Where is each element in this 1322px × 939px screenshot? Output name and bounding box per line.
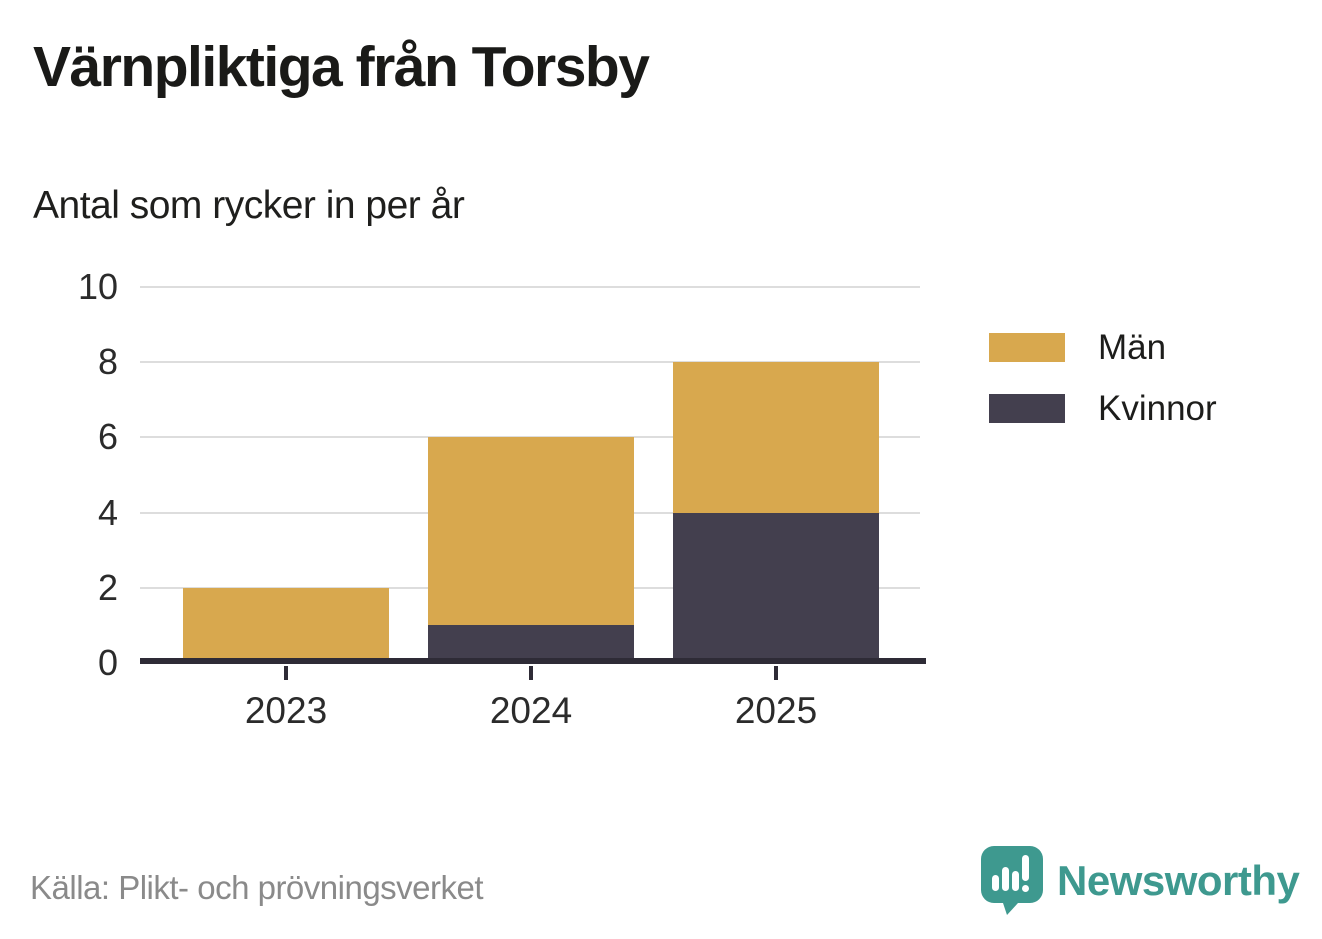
gridline-y10 [140,286,920,288]
legend-item-Män: Män [989,330,1217,365]
y-axis-tick-label: 4 [97,492,118,533]
legend: Män Kvinnor [989,330,1217,452]
legend-item-Kvinnor: Kvinnor [989,391,1217,426]
x-axis-line [140,658,926,664]
x-axis-tick [774,666,778,680]
bar-segment-2023-Män [183,587,389,663]
y-axis-tick-label: 10 [77,266,118,307]
x-axis-tick-label: 2025 [734,690,818,731]
logo-bar-medium [1012,871,1019,891]
bar-segment-2024-Män [428,437,634,626]
bar-segment-2025-Män [673,362,879,513]
logo-bar-tall [1002,867,1009,891]
y-axis-tick-label: 6 [97,416,118,457]
y-axis-tick-label: 8 [97,341,118,382]
chart-title: Värnpliktiga från Torsby [33,35,650,99]
source-note: Källa: Plikt- och prövningsverket [30,869,484,906]
x-axis-tick [529,666,533,680]
legend-swatch [989,333,1065,362]
x-axis-tick [284,666,288,680]
logo-bar-small [992,875,999,891]
gridline-y6 [140,436,920,438]
legend-label: Kvinnor [1098,389,1217,428]
newsworthy-bubble-icon [981,846,1043,915]
legend-label: Män [1098,328,1167,367]
newsworthy-logo: Newsworthy [981,846,1300,915]
chart-subtitle: Antal som rycker in per år [33,184,465,227]
x-axis-tick-label: 2023 [244,690,328,731]
bar-segment-2025-Kvinnor [673,512,879,663]
gridline-y8 [140,361,920,363]
logo-exclamation-dot [1022,885,1029,892]
newsworthy-wordmark: Newsworthy [1057,856,1300,904]
legend-swatch [989,394,1065,423]
logo-exclamation-stem [1022,855,1029,881]
bar-segment-2024-Kvinnor [428,625,634,663]
y-axis-tick-label: 2 [97,567,118,608]
x-axis-tick-label: 2024 [489,690,573,731]
y-axis-tick-label: 0 [97,642,118,683]
